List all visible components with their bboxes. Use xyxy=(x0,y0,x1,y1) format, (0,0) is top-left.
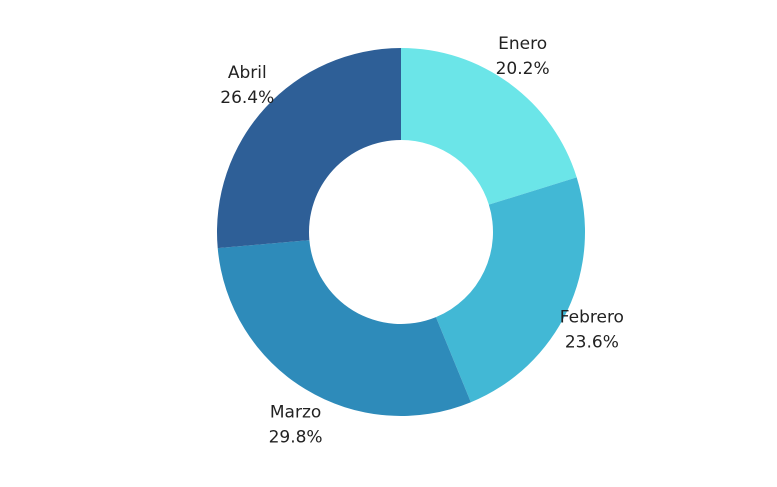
slice-value-abril: 26.4% xyxy=(220,88,274,108)
slice-label-enero: Enero xyxy=(498,34,547,54)
slice-label-abril: Abril xyxy=(228,63,267,83)
slice-labels: Enero 20.2% Febrero 23.6% Marzo 29.8% Abril 26.… xyxy=(220,34,624,447)
slice-value-enero: 20.2% xyxy=(496,59,550,79)
slice-febrero xyxy=(435,177,585,403)
slice-value-marzo: 29.8% xyxy=(269,428,323,448)
slice-value-febrero: 23.6% xyxy=(565,333,619,353)
slice-label-febrero: Febrero xyxy=(560,308,624,328)
slice-enero xyxy=(401,48,577,205)
slice-marzo xyxy=(217,240,471,416)
slice-label-marzo: Marzo xyxy=(270,403,321,423)
slice-abril xyxy=(216,48,401,249)
donut-slices xyxy=(216,48,585,416)
